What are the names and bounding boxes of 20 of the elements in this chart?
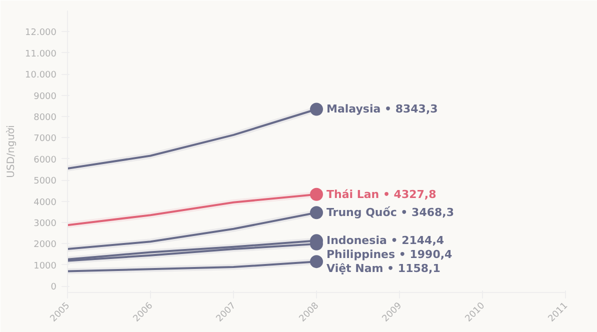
y-tick-label: 2000: [34, 240, 57, 250]
y-tick-label: 0: [50, 282, 57, 293]
text: Indonesia • 2144,4: [326, 234, 444, 248]
y-tick-label: 8000: [34, 113, 57, 124]
y-tick-label: 6000: [34, 155, 57, 166]
y-tick-label: 5000: [34, 176, 57, 187]
y-tick-label: 1000: [34, 261, 57, 272]
text: Trung Quốc • 3468,3: [326, 206, 454, 220]
y-tick-label: 12.000: [25, 28, 57, 38]
text: Thái Lan • 4327,8: [326, 188, 436, 201]
y-tick-label: 9000: [34, 92, 57, 102]
y-tick-label: 7000: [34, 134, 57, 144]
text: Philippines • 1990,4: [326, 248, 452, 262]
y-tick-label: 3000: [34, 219, 57, 230]
y-tick-label: 11.000: [25, 49, 57, 60]
text: Malaysia • 8343,3: [326, 102, 438, 116]
text: Việt Nam • 1158,1: [326, 262, 440, 276]
y-axis-title: USD/người: [6, 125, 18, 178]
y-tick-label: 10.000: [25, 70, 57, 81]
y-tick-label: 4000: [34, 198, 57, 208]
